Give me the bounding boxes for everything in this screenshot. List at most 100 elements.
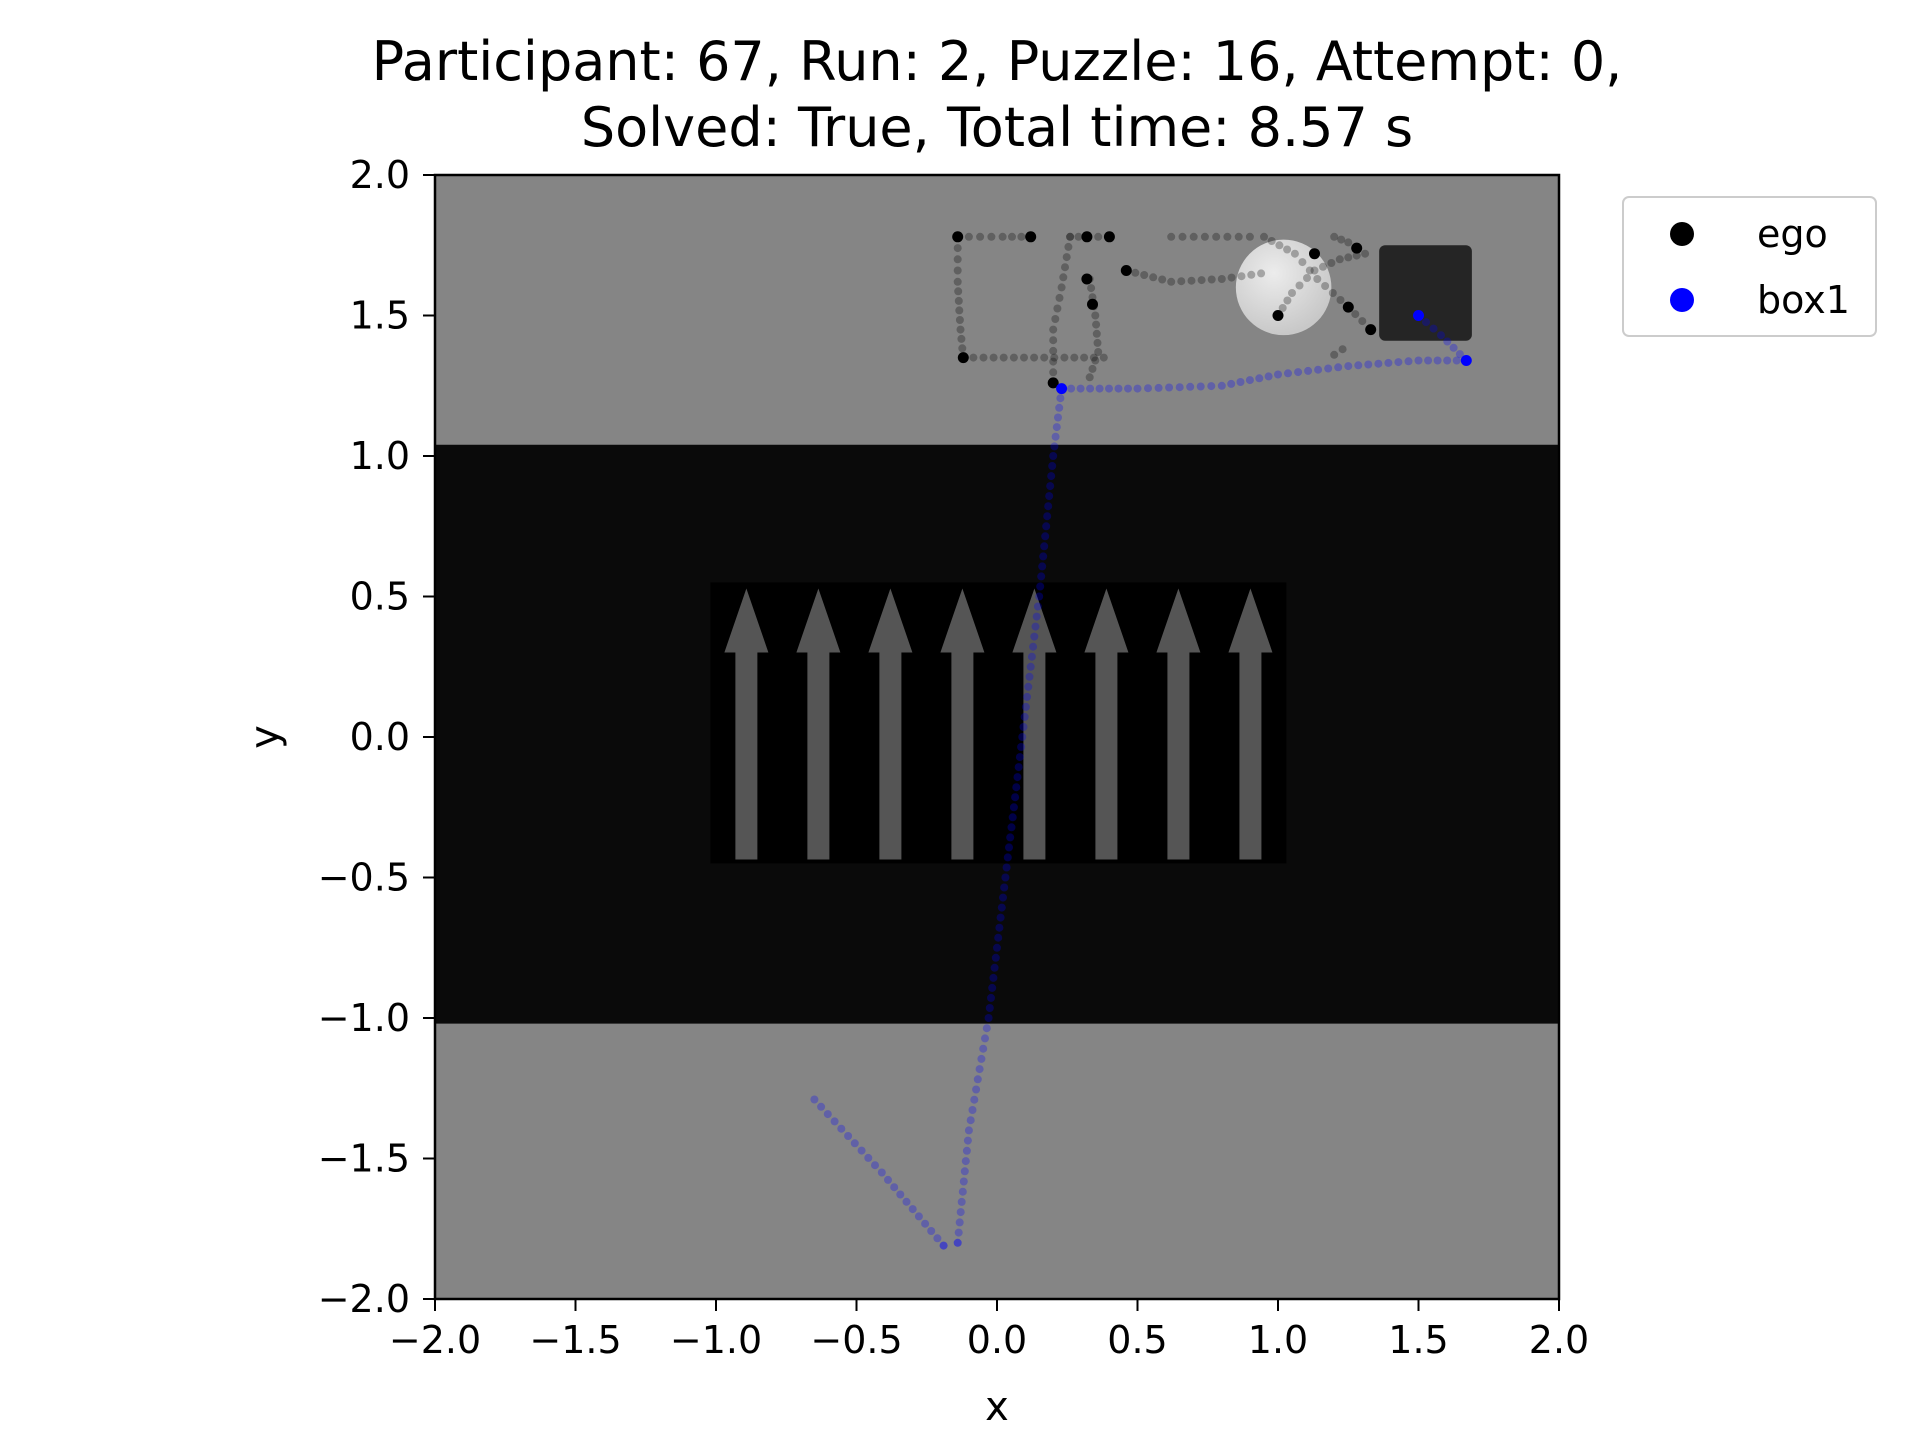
box1-trail-point bbox=[1020, 712, 1029, 721]
ego-trail-point bbox=[1049, 336, 1058, 345]
ego-trail-point bbox=[1303, 274, 1311, 282]
box1-trail-point bbox=[1264, 372, 1273, 381]
box1-trail-point bbox=[988, 983, 997, 992]
ego-trail-point bbox=[1351, 310, 1360, 319]
x-axis-label: x bbox=[985, 1384, 1009, 1430]
box1-trail-point bbox=[1245, 376, 1254, 385]
box1-trail-point bbox=[1029, 642, 1038, 651]
ego-trail-point bbox=[1330, 350, 1339, 359]
box1-trail-point bbox=[970, 1095, 979, 1104]
box1-trail-point bbox=[1032, 612, 1041, 621]
x-tick-label: 0.5 bbox=[1107, 1318, 1167, 1362]
box1-trail-point bbox=[1054, 413, 1062, 422]
ego-trail-point bbox=[1336, 296, 1345, 304]
box1-trail-point bbox=[1024, 682, 1033, 691]
ego-trail-point bbox=[1066, 232, 1075, 241]
ego-trail-point bbox=[1321, 282, 1330, 290]
y-axis-ticks: −2.0 −1.5 −1.0 −0.5 0.0 0.5 1.0 1.5 2.0 bbox=[318, 153, 435, 1321]
legend-marker-box1 bbox=[1670, 288, 1694, 312]
ego-trail-point bbox=[954, 287, 963, 296]
box1-trail-point bbox=[1455, 350, 1464, 359]
ego-trail-point bbox=[1049, 346, 1058, 355]
box1-trail-point bbox=[1217, 381, 1226, 390]
box1-trail-point bbox=[1015, 753, 1024, 762]
box1-point bbox=[1056, 383, 1068, 395]
ego-trail-point bbox=[1288, 289, 1296, 297]
box1-trail-point bbox=[1076, 384, 1085, 393]
box1-trail-point bbox=[902, 1197, 911, 1206]
box1-trail-point bbox=[995, 923, 1004, 932]
box1-trail-point bbox=[1041, 532, 1050, 541]
box1-trail-point bbox=[990, 963, 999, 972]
box1-trail-point bbox=[1304, 366, 1313, 375]
ego-trail-point bbox=[1167, 277, 1176, 286]
box1-trail-point bbox=[960, 1167, 969, 1176]
ego-point bbox=[957, 352, 969, 364]
ego-trail-point bbox=[1290, 249, 1299, 258]
box1-trail-point bbox=[830, 1117, 839, 1126]
ego-trail-point bbox=[1260, 232, 1268, 241]
box1-trail-point bbox=[1048, 462, 1057, 470]
ego-trail-point bbox=[969, 353, 978, 362]
ego-trail-point bbox=[956, 325, 965, 334]
box1-trail-point bbox=[1422, 318, 1430, 327]
box1-trail-point bbox=[1404, 357, 1413, 366]
box1-trail-point bbox=[1449, 343, 1458, 352]
ego-trail-point bbox=[1049, 325, 1058, 334]
box1-trail-point bbox=[1023, 692, 1032, 701]
ego-trail-point bbox=[999, 353, 1008, 362]
ego-trail-point bbox=[1278, 304, 1287, 312]
ego-trail-point bbox=[1093, 338, 1102, 347]
ego-trail-point bbox=[1131, 268, 1140, 277]
legend: ego box1 bbox=[1622, 196, 1877, 337]
box1-trail-point bbox=[939, 1241, 948, 1250]
x-tick-label: −0.5 bbox=[810, 1318, 902, 1362]
box1-trail-point bbox=[1052, 423, 1061, 432]
box1-trail-point bbox=[991, 953, 1000, 962]
ego-trail-point bbox=[958, 344, 967, 353]
chart-title-line-1: Participant: 67, Run: 2, Puzzle: 16, Att… bbox=[372, 30, 1623, 93]
box1-trail-point bbox=[963, 1136, 972, 1145]
ego-point bbox=[1342, 301, 1354, 313]
box1-trail-point bbox=[1105, 384, 1113, 393]
crate bbox=[1379, 245, 1472, 341]
ego-trail-point bbox=[1062, 253, 1071, 262]
box1-trail-point bbox=[1186, 382, 1195, 391]
ego-trail-point bbox=[1091, 356, 1100, 365]
box1-trail-point bbox=[994, 933, 1003, 942]
y-tick-label: 2.0 bbox=[350, 153, 410, 197]
box1-trail-point bbox=[1384, 358, 1393, 367]
ego-point bbox=[1047, 377, 1059, 389]
ego-trail-point bbox=[1338, 345, 1347, 354]
box1-trail-point bbox=[1086, 384, 1095, 393]
ego-trail-point bbox=[1149, 273, 1158, 282]
ego-trail-point bbox=[1049, 357, 1058, 366]
box1-trail-point bbox=[1196, 382, 1205, 391]
ego-trail-point bbox=[957, 334, 966, 343]
box1-trail-point bbox=[1017, 743, 1026, 751]
box1-trail-point bbox=[1007, 823, 1016, 832]
background-image bbox=[435, 175, 1559, 1299]
box1-trail-point bbox=[1394, 358, 1403, 367]
box1-trail-point bbox=[1043, 512, 1052, 521]
ego-trail-point bbox=[1080, 353, 1089, 362]
y-tick-label: 0.5 bbox=[350, 575, 410, 619]
ego-trail-point bbox=[1089, 353, 1098, 362]
box1-trail-point bbox=[1033, 602, 1042, 611]
ego-trail-point bbox=[1008, 232, 1016, 241]
ego-trail-point bbox=[1319, 262, 1327, 271]
x-tick-label: −1.5 bbox=[529, 1318, 621, 1362]
box1-trail-point bbox=[1437, 331, 1445, 340]
box1-trail-point bbox=[1207, 382, 1216, 391]
box1-trail-point bbox=[1031, 622, 1040, 631]
ego-trail-point bbox=[1223, 232, 1232, 241]
box1-trail-point bbox=[1056, 394, 1065, 403]
box1-trail-point bbox=[1334, 363, 1343, 372]
ego-trail-point bbox=[1234, 232, 1243, 241]
ego-trail-point bbox=[1200, 232, 1209, 241]
legend-label-box1: box1 bbox=[1757, 278, 1850, 322]
ego-trail-point bbox=[987, 232, 996, 241]
ego-trail-point bbox=[1328, 289, 1337, 297]
ego-trail-point bbox=[1053, 304, 1062, 313]
